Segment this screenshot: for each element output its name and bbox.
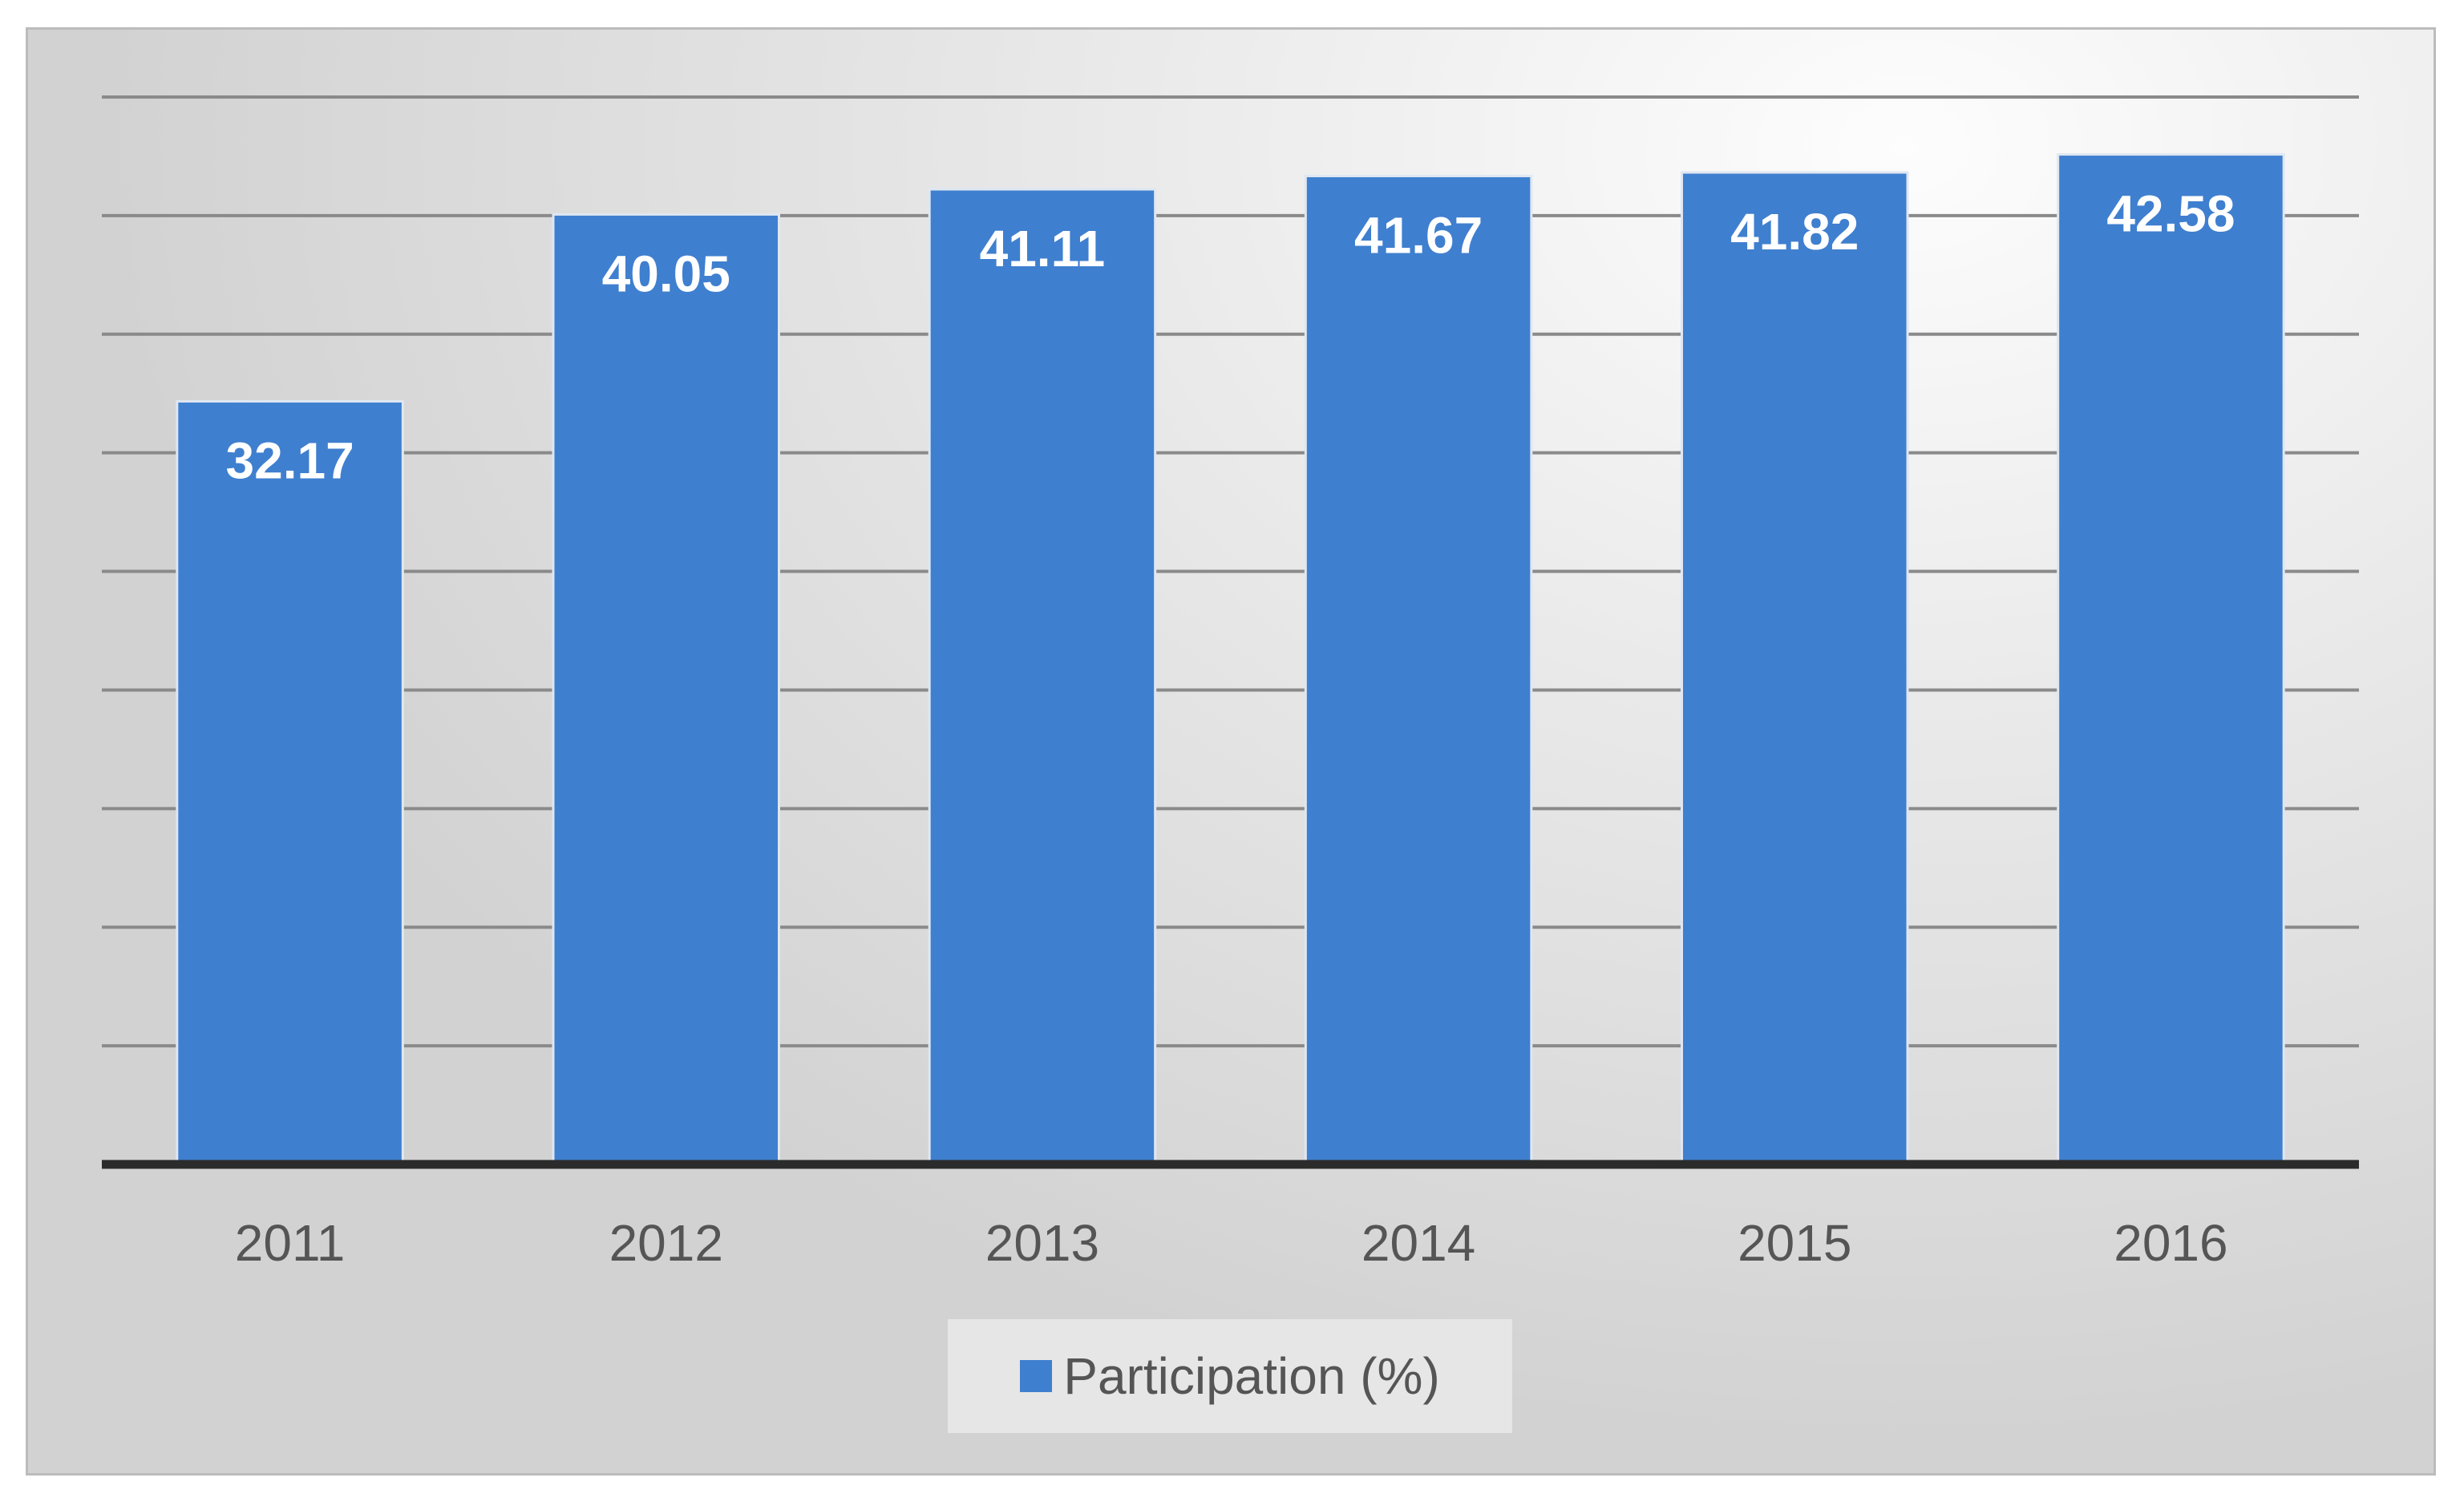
bar-2012 [552, 213, 780, 1166]
bar-2016 [2057, 153, 2285, 1166]
bar-2011 [176, 399, 404, 1166]
legend-swatch [1020, 1360, 1053, 1392]
chart-frame [26, 27, 2436, 1476]
bar-2015 [1681, 171, 1909, 1166]
bar-2014 [1304, 174, 1533, 1166]
x-tick-label-2014: 2014 [1361, 1214, 1475, 1272]
x-tick-label-2013: 2013 [985, 1214, 1099, 1272]
legend: Participation (%) [948, 1319, 1512, 1433]
data-label-2011: 32.17 [226, 431, 354, 489]
bar-2013 [928, 188, 1157, 1166]
gridlines [102, 95, 2359, 1048]
data-label-2016: 42.58 [2106, 185, 2235, 243]
data-label-2015: 41.82 [1730, 203, 1859, 261]
x-tick-label-2016: 2016 [2114, 1214, 2227, 1272]
bars [176, 153, 2285, 1166]
x-tick-label-2015: 2015 [1738, 1214, 1851, 1272]
data-label-2013: 41.11 [980, 220, 1106, 277]
data-label-2014: 41.67 [1354, 206, 1483, 264]
x-tick-labels: 2011 2012 2013 2014 2015 2016 [235, 1214, 2228, 1272]
data-labels: 32.17 40.05 41.11 41.67 41.82 42.58 [226, 185, 2235, 490]
legend-label: Participation (%) [1063, 1347, 1440, 1405]
x-tick-label-2012: 2012 [609, 1214, 723, 1272]
x-tick-label-2011: 2011 [235, 1214, 346, 1272]
data-label-2012: 40.05 [602, 245, 730, 302]
